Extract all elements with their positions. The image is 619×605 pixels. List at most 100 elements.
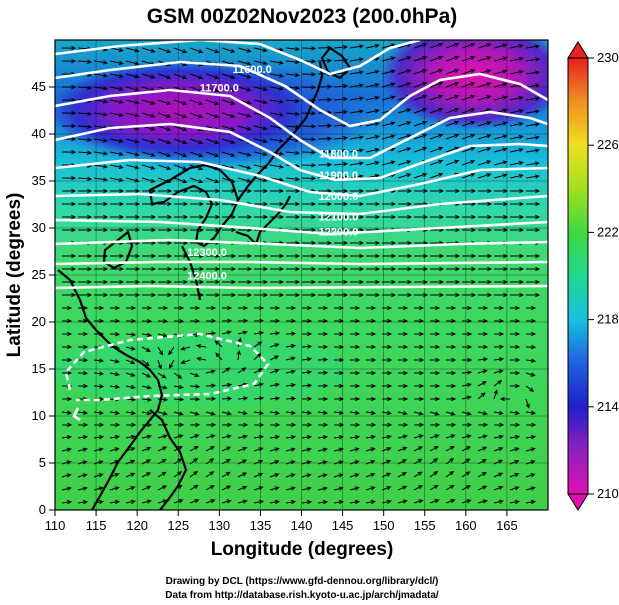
wind-arrow-846	[157, 411, 168, 416]
wind-arrow-299	[525, 161, 540, 166]
wind-arrow-801	[398, 383, 409, 389]
wind-arrow-830	[382, 396, 393, 402]
wind-arrow-126	[157, 99, 172, 106]
wind-arrow-214	[125, 138, 140, 144]
wind-arrow-59	[525, 57, 540, 62]
contour-11800	[55, 122, 548, 182]
wind-arrow-859	[365, 410, 377, 415]
wind-arrow-646	[318, 318, 329, 324]
wind-arrow-582	[254, 292, 269, 298]
wind-arrow-862	[413, 411, 424, 416]
height-contours	[55, 40, 548, 422]
wind-arrow-850	[221, 411, 232, 416]
wind-arrow-238	[509, 134, 524, 140]
wind-arrow-192	[253, 125, 268, 131]
wind-arrow-549	[206, 279, 221, 285]
wind-arrow-226	[317, 136, 333, 141]
wind-arrow-530	[382, 266, 397, 272]
wind-arrow-595	[462, 292, 477, 298]
wind-arrow-321	[397, 173, 412, 179]
wind-arrow-995	[141, 472, 152, 478]
wind-arrow-533	[430, 266, 445, 272]
wind-arrow-623	[430, 305, 441, 311]
wind-arrow-792	[253, 382, 264, 387]
wind-arrow-999	[205, 471, 215, 478]
wind-arrow-8	[189, 47, 204, 54]
wind-arrow-232	[413, 133, 428, 140]
wind-arrow-930	[61, 447, 72, 452]
wind-arrow-1045	[461, 485, 471, 491]
wind-arrow-1011	[397, 472, 407, 478]
wind-arrow-417	[494, 214, 509, 220]
wind-arrow-302	[93, 177, 109, 182]
wind-arrow-951	[397, 446, 408, 452]
wind-arrow-796	[317, 383, 329, 389]
wind-arrow-490	[222, 253, 237, 259]
wind-arrow-1049	[525, 486, 536, 491]
wind-arrow-157	[173, 112, 188, 119]
wind-arrow-26	[477, 43, 492, 49]
wind-arrow-522	[254, 266, 269, 272]
wind-arrow-626	[478, 305, 489, 311]
wind-arrow-1040	[381, 486, 392, 491]
wind-arrow-526	[318, 266, 333, 272]
wind-arrow-968	[189, 458, 199, 465]
wind-arrow-523	[270, 266, 285, 272]
wind-arrow-1059	[205, 499, 216, 504]
wind-arrow-721	[77, 357, 89, 363]
wind-arrow-576	[158, 292, 173, 298]
wind-arrow-298	[509, 160, 524, 166]
wind-arrow-100	[221, 86, 236, 92]
wind-arrow-156	[157, 112, 172, 119]
wind-arrow-171	[397, 108, 412, 114]
wind-arrow-329	[525, 174, 540, 179]
wind-arrow-1033	[269, 486, 280, 491]
y-tick-label-5: 5	[39, 455, 46, 470]
wind-arrow-901	[77, 435, 89, 440]
wind-arrow-64	[125, 73, 140, 79]
wind-arrow-710	[382, 344, 393, 350]
wind-arrow-42	[253, 60, 268, 66]
wind-arrow-546	[158, 279, 173, 285]
contour-label-11600.0: 11600.0	[233, 64, 272, 76]
wind-arrow-821	[237, 396, 249, 401]
x-tick-label-150: 150	[373, 518, 395, 533]
y-tick-label-30: 30	[32, 220, 46, 235]
contour-11700	[55, 88, 548, 160]
wind-arrow-376	[318, 201, 333, 207]
wind-arrow-394	[126, 214, 141, 220]
wind-arrow-160	[221, 112, 236, 118]
wind-arrow-499	[366, 253, 381, 259]
wind-arrow-943	[269, 447, 280, 452]
wind-arrow-1071	[397, 499, 408, 504]
wind-arrow-1004	[285, 473, 296, 478]
wind-arrow-634	[125, 318, 137, 324]
wind-arrow-500	[382, 253, 397, 259]
wind-arrow-427	[174, 227, 189, 233]
wind-arrow-310	[221, 177, 236, 183]
wind-arrow-960	[61, 460, 72, 465]
wind-arrow-847	[173, 411, 184, 416]
wind-arrow-726	[157, 359, 162, 370]
wind-arrow-937	[173, 446, 183, 452]
wind-arrow-628	[510, 305, 521, 311]
wind-arrow-1058	[189, 499, 200, 504]
wind-arrow-1020	[61, 486, 72, 491]
wind-arrow-650	[382, 318, 393, 324]
colorbar-tick-label-218: 218	[597, 312, 619, 327]
wind-arrow-566	[478, 279, 493, 285]
wind-arrow-175	[461, 107, 476, 114]
wind-arrow-24	[445, 42, 460, 49]
wind-arrow-907	[173, 434, 184, 439]
wind-arrow-564	[446, 279, 461, 285]
wind-arrow-1068	[349, 499, 361, 505]
wind-arrow-1006	[317, 473, 328, 478]
x-tick-label-165: 165	[496, 518, 518, 533]
cold-core-east	[380, 40, 548, 130]
y-tick-label-10: 10	[32, 408, 46, 423]
wind-arrow-294	[445, 159, 460, 166]
wind-arrow-926	[477, 434, 488, 439]
wind-arrow-916	[317, 435, 329, 440]
x-tick-label-125: 125	[167, 518, 189, 533]
wind-arrow-806	[477, 381, 487, 387]
